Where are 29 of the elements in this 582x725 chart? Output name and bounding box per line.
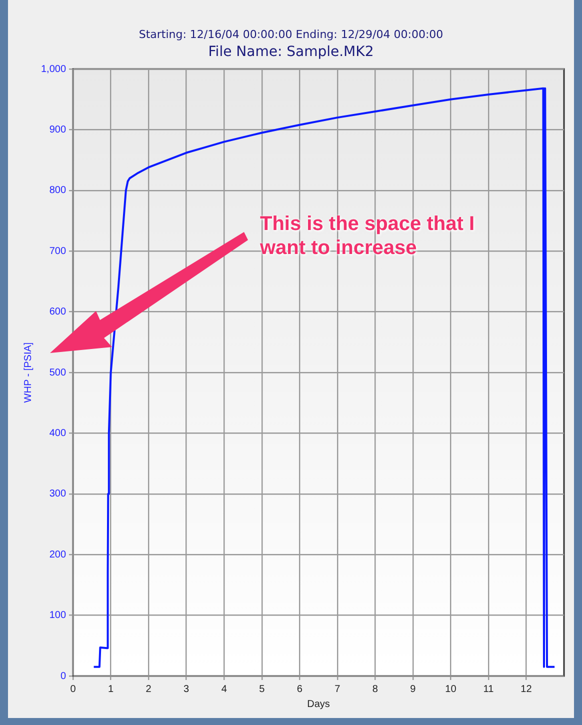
x-tick-label: 5 [259,684,266,695]
y-tick-label: 1,000 [40,64,66,75]
x-tick-label: 2 [146,684,152,695]
y-tick-label: 100 [49,610,66,622]
x-tick-label: 8 [372,684,378,695]
y-tick-label: 200 [49,549,66,560]
x-tick-label: 3 [184,684,190,695]
x-tick-label: 6 [296,684,303,695]
x-tick-label: 7 [334,684,341,695]
x-tick-label: 10 [445,684,457,695]
y-tick-label: 0 [60,670,66,682]
y-tick-label: 800 [49,185,66,196]
chart-subtitle: Starting: 12/16/04 00:00:00 Ending: 12/29/04 00:00:00 [138,28,444,41]
x-tick-label: 11 [483,684,494,695]
x-tick-label: 4 [221,684,228,695]
y-tick-label: 300 [49,488,66,500]
x-tick-label: 9 [410,684,416,695]
annotation: This is the space that I want to increase [260,212,476,260]
y-tick-label: 400 [49,428,66,439]
x-tick-label: 12 [520,684,532,695]
y-tick-label: 700 [49,246,66,257]
chart-title: File Name: Sample.MK2 [207,44,375,60]
x-axis-title: Days [307,698,330,710]
y-axis-title: WHP - [PSIA] [22,342,34,403]
y-tick-label: 500 [49,367,66,378]
y-tick-label: 600 [49,306,66,318]
y-tick-label: 900 [49,124,66,136]
x-tick-label: 0 [70,684,76,695]
x-tick-label: 1 [108,684,114,695]
